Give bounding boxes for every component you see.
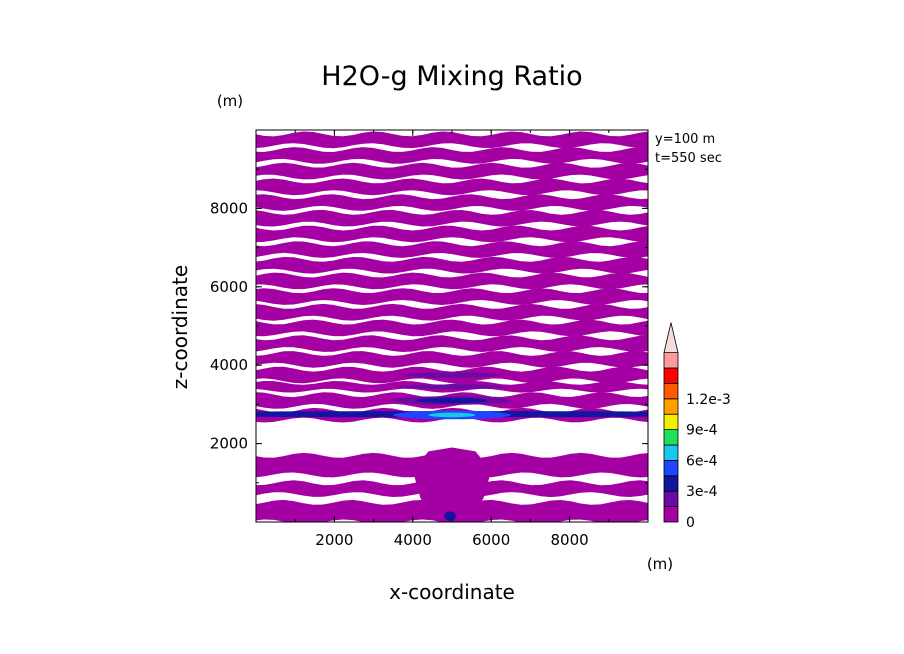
contour-feature (397, 384, 507, 390)
contour-band (256, 256, 648, 274)
colorbar-swatch (663, 398, 679, 415)
colorbar-label: 9e-4 (686, 423, 718, 439)
x-tick-label: 2000 (315, 531, 353, 549)
annotation-time: t=550 sec (655, 151, 722, 166)
colorbar-swatch (663, 506, 679, 523)
colorbar-swatch (663, 429, 679, 446)
annotation-y-position: y=100 m (655, 132, 715, 147)
colorbar-swatch (663, 459, 679, 477)
contour-band (256, 241, 648, 258)
colorbar-label: 1.2e-3 (686, 392, 731, 408)
y-tick-label: 2000 (210, 435, 248, 453)
colorbar-label: 6e-4 (686, 453, 718, 469)
colorbar-swatch (663, 413, 679, 431)
contour-feature (444, 511, 456, 521)
colorbar-label: 3e-4 (686, 484, 718, 500)
contour-band (256, 225, 648, 243)
contour-band (256, 319, 648, 337)
contour-band (256, 131, 648, 149)
chart-title: H2O-g Mixing Ratio (321, 61, 582, 92)
x-axis: 2000 4000 6000 8000 (294, 130, 610, 549)
contour-band (256, 194, 648, 211)
contour-feature (416, 397, 488, 404)
y-tick-label: 8000 (210, 199, 248, 217)
colorbar-swatch (663, 382, 679, 400)
central-plume (412, 447, 492, 515)
y-tick-label: 4000 (210, 356, 248, 374)
contour-band (256, 178, 648, 196)
colorbar-swatch (663, 352, 679, 369)
contour-band (256, 351, 648, 368)
colorbar: 0 3e-4 6e-4 9e-4 1.2e-3 (663, 322, 731, 531)
x-unit-label: (m) (647, 555, 673, 573)
y-axis: 2000 4000 6000 8000 (210, 168, 648, 484)
x-tick-label: 6000 (472, 531, 510, 549)
contour-band (256, 147, 648, 164)
colorbar-swatch (663, 367, 679, 384)
y-axis-label: z-coordinate (168, 265, 192, 389)
x-axis-label: x-coordinate (389, 580, 515, 604)
x-tick-label: 8000 (551, 531, 589, 549)
plot-area (256, 130, 648, 522)
colorbar-extend-arrow (663, 322, 679, 354)
colorbar-swatch (663, 490, 679, 508)
contour-band (256, 288, 648, 305)
contour-band (256, 209, 648, 227)
colorbar-swatch (663, 444, 679, 461)
colorbar-label: 0 (686, 515, 695, 531)
y-unit-label: (m) (217, 92, 243, 110)
contour-feature (404, 372, 500, 378)
contour-band (256, 272, 648, 290)
contour-band (256, 303, 648, 321)
contour-band (256, 335, 648, 352)
colorbar-swatch (663, 475, 679, 492)
y-tick-label: 6000 (210, 278, 248, 296)
contour-feature (428, 412, 476, 418)
contour-band (256, 162, 648, 180)
x-tick-label: 4000 (394, 531, 432, 549)
